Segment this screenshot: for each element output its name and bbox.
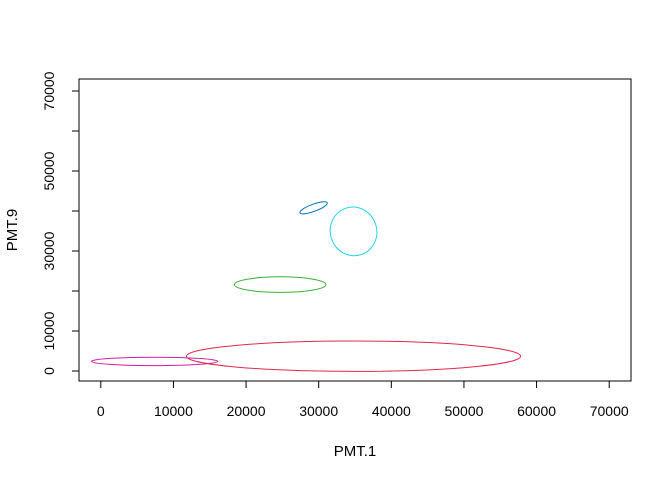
- series-ellipse-5: [185, 340, 522, 372]
- series-ellipse-1: [299, 201, 328, 215]
- x-tick-label: 20000: [227, 403, 266, 419]
- y-axis-title: PMT.9: [4, 209, 21, 252]
- series-layer: [90, 201, 522, 372]
- x-axis-title: PMT.1: [334, 443, 377, 460]
- y-tick-label: 70000: [41, 71, 57, 110]
- y-tick-label: 50000: [41, 151, 57, 190]
- x-tick-label: 0: [97, 403, 105, 419]
- x-tick-label: 40000: [372, 403, 411, 419]
- x-tick-label: 60000: [517, 403, 556, 419]
- y-axis: 0 10000 30000 50000 70000: [41, 71, 80, 375]
- x-tick-label: 30000: [299, 403, 338, 419]
- series-ellipse-4: [90, 356, 219, 367]
- y-tick-label: 0: [41, 367, 57, 375]
- x-axis: 0 10000 20000 30000 40000 50000 60000 70000: [97, 380, 629, 419]
- x-tick-label: 70000: [590, 403, 629, 419]
- x-tick-label: 50000: [444, 403, 483, 419]
- series-ellipse-2: [329, 206, 378, 257]
- x-tick-label: 10000: [154, 403, 193, 419]
- y-tick-label: 30000: [41, 231, 57, 270]
- y-tick-label: 10000: [41, 311, 57, 350]
- plot-box: [78, 78, 632, 382]
- series-ellipse-3: [233, 276, 327, 293]
